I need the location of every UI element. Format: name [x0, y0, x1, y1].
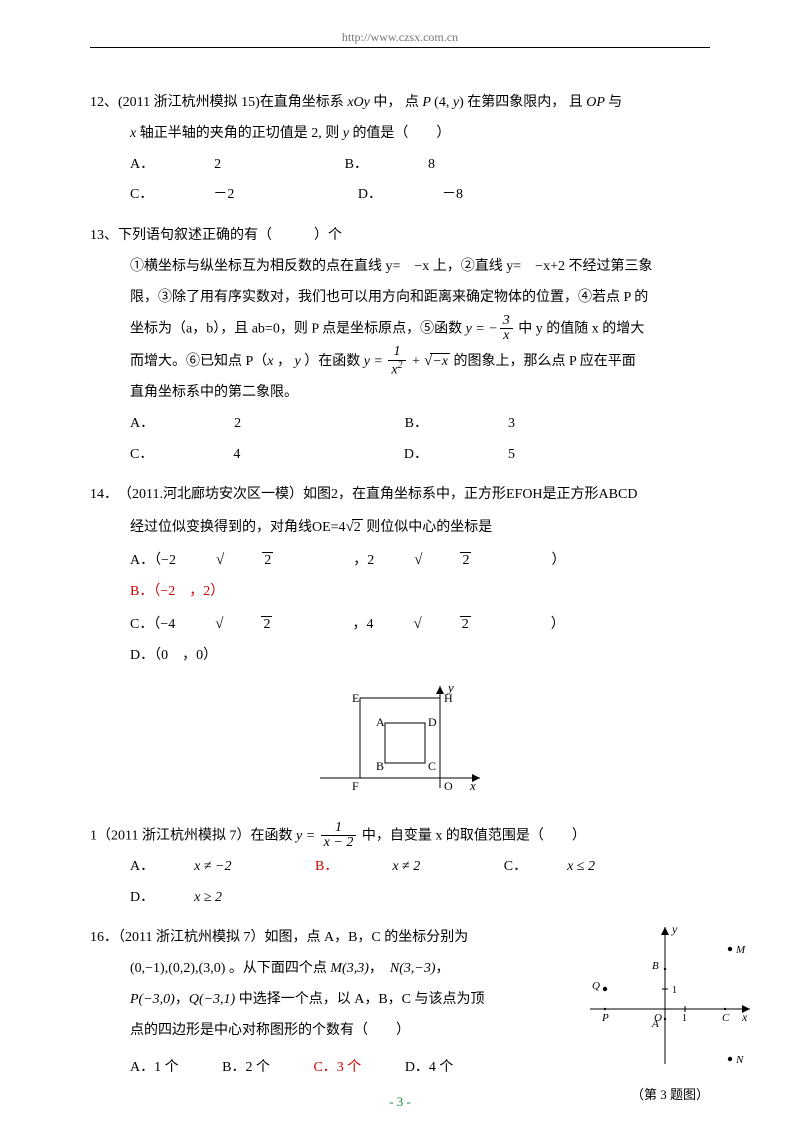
q12-number: 12、 — [90, 95, 118, 110]
q12-xoy: xOy — [347, 95, 373, 110]
question-13: 13、下列语句叙述正确的有（ ）个 ①横坐标与纵坐标互为相反数的点在直线 y= … — [90, 221, 710, 470]
svg-text:N: N — [735, 1054, 744, 1066]
q12-text: 在直角坐标系 — [260, 95, 348, 110]
q14-options: A．（−2√2，2√2） B．（−2 ，2） C．（−4√2，4√2） D．（0… — [130, 544, 710, 672]
q15-source: （2011 浙江杭州模拟 7） — [97, 828, 250, 843]
svg-text:x: x — [741, 1010, 748, 1024]
svg-text:Q: Q — [592, 980, 600, 992]
q16-source: （2011 浙江杭州模拟 7） — [118, 930, 264, 945]
svg-text:B: B — [652, 960, 659, 972]
svg-text:P: P — [601, 1012, 609, 1024]
q14-figure: E H F O A D B C x y — [90, 678, 710, 811]
q16-number: 16． — [90, 930, 118, 945]
svg-text:C: C — [428, 759, 436, 773]
q14-answer: B．（−2 ，2） — [130, 577, 224, 608]
q13-head: 下列语句叙述正确的有（ ）个 — [118, 228, 342, 243]
svg-text:A: A — [651, 1018, 659, 1030]
svg-text:D: D — [428, 715, 437, 729]
svg-text:O: O — [444, 779, 453, 793]
q13-number: 13、 — [90, 228, 118, 243]
question-14: 14． （2011.河北廊坊安次区一模）如图2，在直角坐标系中，正方形EFOH是… — [90, 480, 710, 810]
svg-text:x: x — [469, 778, 476, 793]
q14-number: 14． — [90, 487, 111, 502]
q16-figure: x y O 1 1 A B C P Q M N （第 3 题图） — [580, 919, 760, 1109]
question-12: 12、(2011 浙江杭州模拟 15)在直角坐标系 xOy 中， 点 P (4,… — [90, 88, 710, 211]
page-footer: - 3 - — [0, 1094, 800, 1110]
svg-text:M: M — [735, 944, 746, 956]
q16-answer: C．3 个 — [313, 1053, 361, 1084]
question-16: 16．（2011 浙江杭州模拟 7）如图，点 A，B，C 的坐标分别为 (0,−… — [90, 923, 710, 1083]
svg-text:1: 1 — [682, 1013, 687, 1024]
q14-source: （2011.河北廊坊安次区一模） — [125, 487, 303, 502]
svg-text:B: B — [376, 759, 384, 773]
page-header: http://www.czsx.com.cn — [90, 30, 710, 48]
question-15: 1（2011 浙江杭州模拟 7）在函数 y = 1x − 2 中，自变量 x 的… — [90, 821, 710, 914]
q12-options: A．2 B．8 C．－2 D．－8 — [130, 150, 710, 212]
svg-text:y: y — [446, 680, 454, 695]
q15-answer: B． — [315, 852, 338, 883]
svg-text:C: C — [722, 1012, 730, 1024]
svg-text:E: E — [352, 691, 359, 705]
svg-text:F: F — [352, 779, 359, 793]
svg-text:A: A — [376, 715, 385, 729]
q13-options: A．2 B．3 C．4 D．5 — [130, 409, 710, 471]
q15-options: A．x ≠ −2 B． x ≠ 2 C．x ≤ 2 D．x ≥ 2 — [130, 852, 710, 914]
q12-source: (2011 浙江杭州模拟 15) — [118, 95, 260, 110]
q15-number: 1 — [90, 828, 97, 843]
svg-text:y: y — [671, 922, 678, 936]
svg-text:1: 1 — [672, 985, 677, 996]
